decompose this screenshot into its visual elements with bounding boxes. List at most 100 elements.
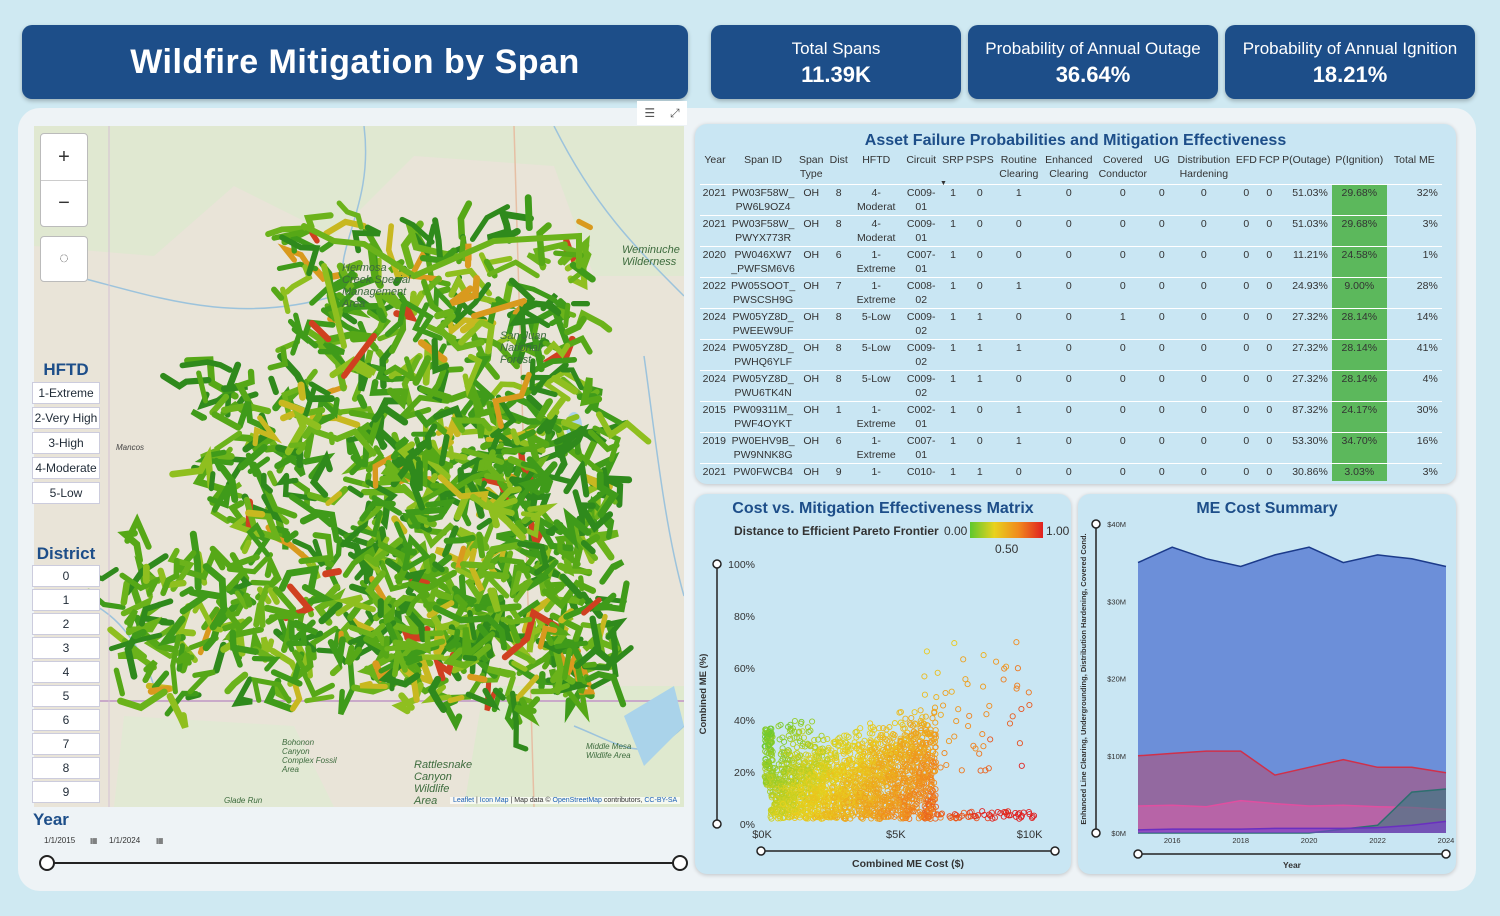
span-line[interactable]: [189, 530, 202, 591]
scatter-point[interactable]: [1025, 689, 1032, 696]
scatter-point[interactable]: [921, 791, 928, 798]
span-line[interactable]: [225, 568, 248, 592]
scatter-point[interactable]: [900, 763, 907, 770]
scatter-point[interactable]: [848, 761, 855, 769]
span-line[interactable]: [361, 479, 419, 503]
scatter-point[interactable]: [787, 768, 794, 775]
span-line[interactable]: [566, 413, 580, 423]
scatter-point[interactable]: [779, 808, 786, 815]
span-line[interactable]: [580, 540, 596, 555]
hftd-option[interactable]: 5-Low: [32, 482, 100, 504]
table-row[interactable]: 2024 PW05YZ8D_ PWEEW9UF OH 8 5-Low C009- 02 1 1…: [700, 307, 1442, 339]
scatter-point[interactable]: [888, 732, 895, 739]
scatter-point[interactable]: [868, 795, 875, 802]
scatter-point[interactable]: [871, 812, 878, 819]
span-line[interactable]: [251, 676, 292, 704]
scatter-point[interactable]: [917, 725, 924, 732]
span-line[interactable]: [432, 604, 491, 624]
scatter-point[interactable]: [879, 798, 886, 805]
scatter-point[interactable]: [933, 694, 940, 701]
x-range-handle[interactable]: [1133, 849, 1143, 859]
span-line[interactable]: [542, 579, 597, 610]
span-line[interactable]: [142, 659, 158, 684]
scatter-point[interactable]: [792, 778, 799, 785]
scatter-point[interactable]: [860, 762, 867, 769]
span-line[interactable]: [402, 533, 432, 571]
scatter-point[interactable]: [885, 773, 892, 781]
scatter-point[interactable]: [797, 738, 804, 745]
zoom-out-button[interactable]: −: [41, 180, 87, 226]
span-line[interactable]: [435, 286, 451, 296]
scatter-point[interactable]: [981, 811, 988, 818]
scatter-point[interactable]: [783, 797, 790, 804]
scatter-point[interactable]: [825, 794, 832, 801]
span-line[interactable]: [376, 307, 387, 323]
span-line[interactable]: [459, 320, 476, 334]
scatter-point[interactable]: [919, 714, 926, 721]
scatter-point[interactable]: [861, 737, 868, 744]
scatter-point[interactable]: [955, 706, 962, 713]
scatter-point[interactable]: [851, 786, 858, 793]
table-row[interactable]: 2019 PW0EHV9B_ PW9NNK8G OH 6 1- Extreme C007-…: [700, 431, 1442, 463]
span-line[interactable]: [261, 472, 273, 494]
span-line[interactable]: [406, 590, 433, 617]
calendar-icon[interactable]: ▦: [90, 836, 98, 845]
scatter-point[interactable]: [882, 736, 889, 743]
scatter-point[interactable]: [778, 761, 785, 769]
span-line[interactable]: [275, 472, 299, 486]
scatter-point[interactable]: [931, 735, 938, 743]
span-line[interactable]: [579, 377, 603, 407]
span-line[interactable]: [286, 631, 308, 647]
span-line[interactable]: [336, 200, 364, 230]
span-line[interactable]: [309, 450, 333, 498]
span-line[interactable]: [378, 655, 423, 674]
scatter-point[interactable]: [890, 734, 897, 741]
span-line[interactable]: [386, 387, 410, 410]
scatter-point[interactable]: [820, 798, 827, 805]
scatter-point[interactable]: [820, 807, 827, 814]
scatter-point[interactable]: [958, 767, 965, 774]
scatter-point[interactable]: [858, 814, 865, 821]
span-line[interactable]: [245, 509, 266, 518]
span-line[interactable]: [433, 285, 460, 315]
span-line[interactable]: [576, 218, 593, 231]
scatter-point[interactable]: [864, 810, 871, 817]
column-header[interactable]: FCP: [1258, 154, 1280, 166]
span-line[interactable]: [306, 368, 318, 382]
span-line[interactable]: [487, 587, 501, 613]
scatter-point[interactable]: [851, 782, 858, 789]
scatter-point[interactable]: [848, 798, 855, 805]
span-line[interactable]: [449, 275, 480, 307]
span-line[interactable]: [462, 627, 496, 660]
span-line[interactable]: [404, 507, 442, 530]
scatter-point[interactable]: [792, 751, 799, 758]
scatter-point[interactable]: [881, 738, 888, 745]
focus-mode-icon[interactable]: ⤢: [669, 105, 680, 120]
span-line[interactable]: [526, 394, 546, 414]
span-line[interactable]: [371, 403, 409, 426]
scatter-point[interactable]: [812, 751, 819, 758]
scatter-point[interactable]: [771, 765, 778, 772]
span-line[interactable]: [595, 411, 652, 445]
scatter-point[interactable]: [931, 795, 938, 802]
scatter-point[interactable]: [929, 715, 936, 722]
span-line[interactable]: [264, 489, 298, 519]
scatter-point[interactable]: [869, 741, 876, 748]
scatter-point[interactable]: [911, 757, 918, 764]
span-line[interactable]: [267, 346, 289, 371]
scatter-point[interactable]: [808, 763, 815, 770]
span-line[interactable]: [434, 312, 485, 352]
district-option[interactable]: 6: [32, 709, 100, 731]
scatter-point[interactable]: [834, 742, 841, 749]
scatter-point[interactable]: [1013, 813, 1020, 820]
span-line[interactable]: [489, 381, 531, 399]
span-line[interactable]: [117, 529, 143, 564]
scatter-point[interactable]: [951, 733, 958, 740]
scatter-point[interactable]: [807, 727, 814, 734]
scatter-point[interactable]: [779, 748, 786, 756]
span-line[interactable]: [513, 697, 540, 727]
span-line[interactable]: [160, 557, 180, 597]
scatter-point[interactable]: [877, 757, 884, 764]
scatter-point[interactable]: [837, 787, 844, 794]
span-line[interactable]: [582, 635, 620, 652]
